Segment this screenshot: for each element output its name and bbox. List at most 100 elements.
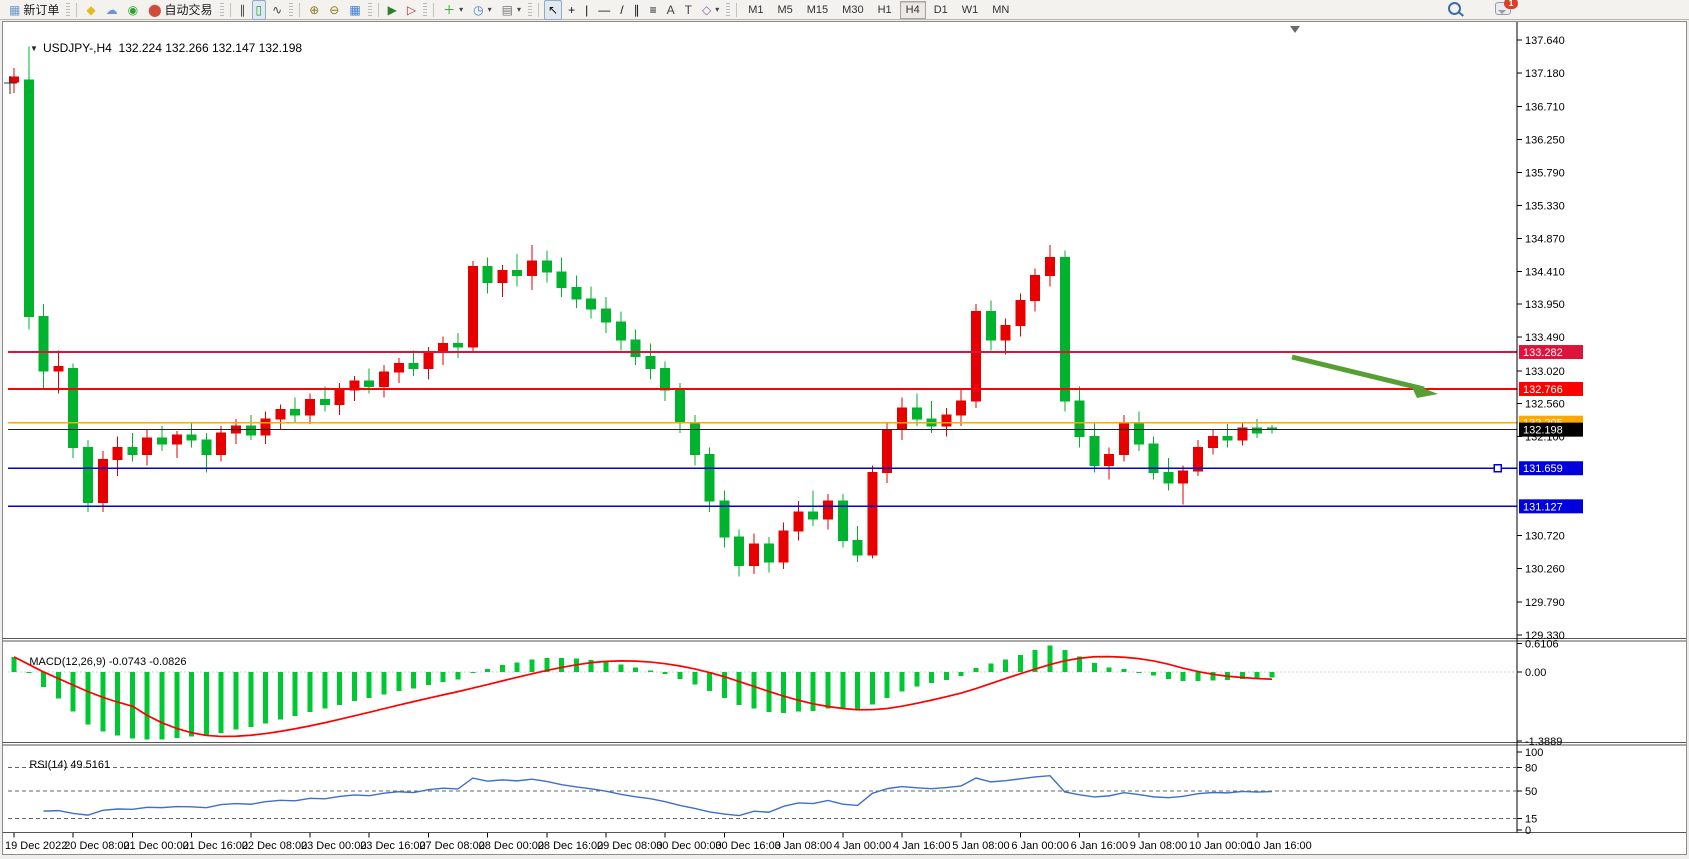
candle-body	[305, 398, 315, 416]
candle-body	[1207, 436, 1218, 448]
dropdown-arrow-icon[interactable]: ▾	[715, 5, 720, 14]
price-axis-label: 136.710	[1525, 102, 1565, 114]
dropdown-arrow-icon[interactable]: ▾	[459, 5, 464, 14]
macd-indicator-label: MACD(12,26,9) -0.0743 -0.0826	[29, 656, 187, 668]
chart-area[interactable]: 137.640 137.180 136.710 136.250 135.790 135.3…	[0, 20, 1689, 859]
zoom-in-button[interactable]: ⊕	[305, 0, 323, 20]
channel-button[interactable]: ∥	[630, 0, 644, 20]
crosshair-button[interactable]: +	[564, 0, 579, 20]
macd-histogram-bar	[603, 661, 609, 672]
timeframe-w1-button[interactable]: W1	[961, 3, 979, 16]
line-chart-button[interactable]: ∿	[268, 0, 286, 20]
candle-body	[630, 339, 641, 357]
hline-drag-handle[interactable]	[1493, 463, 1502, 473]
vertical-line-button[interactable]: |	[581, 0, 592, 20]
candle-body	[275, 408, 286, 420]
search-icon	[1448, 2, 1461, 15]
candle-body	[1119, 421, 1129, 456]
rsi-axis-label: 50	[1525, 786, 1537, 798]
time-axis-label: 3 Jan 08:00	[775, 840, 833, 852]
text-label-button[interactable]: T	[681, 0, 696, 20]
time-axis-label: 4 Jan 00:00	[834, 840, 892, 852]
rsi-axis-label: 80	[1525, 763, 1537, 775]
rsi-axis-label: 0	[1525, 825, 1531, 837]
candle-body	[38, 315, 49, 372]
macd-histogram-bar	[1106, 667, 1112, 672]
candle-body	[438, 343, 449, 353]
candle-body	[1089, 436, 1100, 466]
horizontal-line-button[interactable]: —	[594, 0, 614, 20]
fibonacci-button[interactable]: ≡	[646, 0, 661, 20]
candle-body	[68, 368, 79, 448]
line-chart-icon: ∿	[272, 2, 283, 17]
macd-histogram-bar	[115, 672, 121, 736]
candle-body	[675, 389, 685, 423]
candle-body	[53, 365, 64, 372]
toolbar-right: 1	[1448, 0, 1518, 20]
time-axis-label: 21 Dec 00:00	[123, 840, 188, 852]
tile-windows-button[interactable]: ▦	[345, 0, 364, 20]
chart-shelf-button[interactable]: ◆	[82, 0, 99, 20]
notifications-button[interactable]: 1	[1495, 0, 1518, 20]
time-axis-label: 9 Jan 08:00	[1130, 840, 1188, 852]
candle-body	[749, 543, 759, 567]
timeframe-m1-button[interactable]: M1	[748, 3, 764, 16]
macd-histogram-bar	[470, 672, 476, 674]
price-axis-label: 134.410	[1525, 266, 1565, 278]
text-button[interactable]: A	[663, 0, 679, 20]
macd-histogram-bar	[263, 672, 269, 724]
bar-chart-button[interactable]: ∥	[236, 0, 250, 20]
trendline-button[interactable]: /	[616, 0, 627, 20]
search-button[interactable]	[1448, 2, 1461, 20]
chart-shelf-icon: ◆	[86, 2, 96, 17]
macd-histogram-bar	[618, 664, 624, 672]
candle-body	[615, 321, 626, 341]
macd-histogram-bar	[943, 672, 949, 680]
auto-scroll-button[interactable]: ▶	[384, 0, 401, 20]
candle-body	[1074, 400, 1085, 438]
candle-body	[379, 371, 389, 388]
chart-shift-button[interactable]: ▷	[403, 0, 420, 20]
cursor-button[interactable]: ↖	[544, 0, 563, 20]
new-order-button[interactable]: ▦ 新订单	[5, 0, 63, 20]
periods-button[interactable]: ◷ ▾	[469, 0, 496, 20]
chart-canvas[interactable]: 137.640 137.180 136.710 136.250 135.790 135.3…	[0, 20, 1689, 859]
timeframe-h1-button[interactable]: H1	[877, 3, 892, 16]
arrow-annotation-head[interactable]	[1410, 383, 1438, 398]
chart-shift-marker-icon[interactable]	[1290, 26, 1300, 33]
timeframe-m30-button[interactable]: M30	[842, 3, 864, 16]
arrow-annotation[interactable]	[1291, 354, 1425, 392]
candle-body	[1059, 257, 1070, 402]
macd-histogram-bar	[1165, 672, 1171, 680]
macd-histogram-bar	[588, 659, 594, 672]
chart-ohlc-values: 132.224 132.266 132.147 132.198	[118, 41, 303, 55]
macd-histogram-bar	[781, 672, 787, 713]
zoom-out-button[interactable]: ⊖	[325, 0, 343, 20]
timeframe-h4-button[interactable]: H4	[899, 0, 926, 19]
time-axis-label: 10 Jan 16:00	[1248, 840, 1312, 852]
macd-histogram-bar	[277, 672, 283, 720]
candlestick-chart-button[interactable]: ▯	[251, 0, 267, 20]
candle-body	[734, 536, 745, 567]
candle-body	[867, 471, 878, 556]
auto-trading-button[interactable]: ⬤ 自动交易	[144, 0, 216, 20]
candle-body	[808, 511, 819, 520]
price-badge	[1519, 381, 1583, 396]
timeframe-m5-button[interactable]: M5	[777, 3, 793, 16]
timeframe-m15-button[interactable]: M15	[806, 3, 829, 16]
shapes-button[interactable]: ◇ ▾	[698, 0, 723, 20]
dropdown-arrow-icon[interactable]: ▾	[487, 5, 492, 14]
market-watch-button[interactable]: ◉	[124, 0, 142, 20]
macd-histogram-bar	[174, 672, 180, 739]
macd-histogram-bar	[662, 672, 668, 675]
macd-histogram-bar	[351, 672, 357, 702]
templates-button[interactable]: ▤ ▾	[498, 0, 525, 20]
timeframe-mn-button[interactable]: MN	[992, 3, 1010, 16]
macd-histogram-bar	[544, 658, 550, 672]
timeframe-d1-button[interactable]: D1	[933, 3, 948, 16]
indicators-button[interactable]: ＋ ▾	[439, 0, 467, 20]
dropdown-arrow-icon[interactable]: ▾	[517, 5, 522, 14]
publisher-button[interactable]: ☁	[102, 0, 122, 20]
macd-histogram-bar	[218, 672, 224, 733]
chart-title-dropdown-icon[interactable]: ▼	[30, 44, 38, 53]
